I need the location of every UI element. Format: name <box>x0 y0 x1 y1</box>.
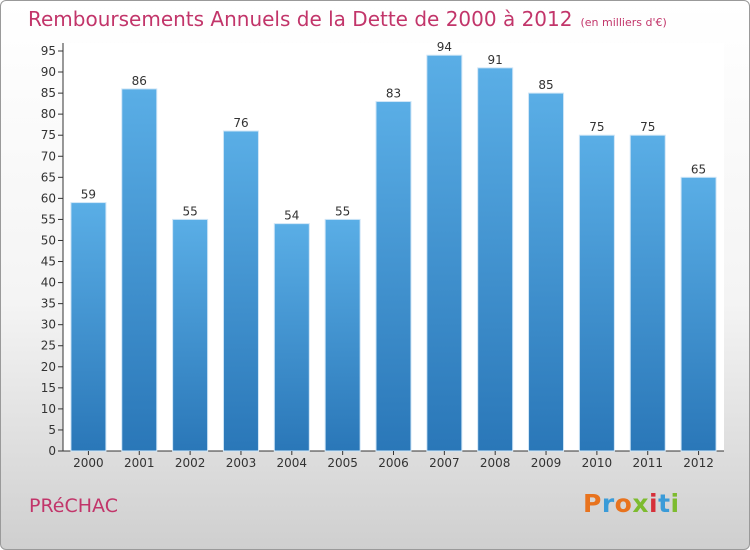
bar <box>121 88 158 452</box>
bar <box>629 134 666 452</box>
data-label: 83 <box>386 87 401 101</box>
bar <box>578 134 615 452</box>
x-tick-label: 2011 <box>632 456 663 470</box>
logo-letter: i <box>670 489 680 518</box>
data-label: 65 <box>691 162 706 176</box>
y-tick-label: 80 <box>41 107 56 121</box>
data-label: 59 <box>81 188 96 202</box>
bar <box>172 218 209 452</box>
data-label: 91 <box>488 53 503 67</box>
chart-title: Remboursements Annuels de la Dette de 20… <box>28 7 667 31</box>
x-tick-label: 2007 <box>429 456 460 470</box>
x-tick-label: 2000 <box>73 456 104 470</box>
x-tick-label: 2002 <box>175 456 206 470</box>
bar <box>426 54 463 452</box>
x-tick-label: 2005 <box>327 456 358 470</box>
y-tick-label: 95 <box>41 44 56 58</box>
x-tick-label: 2010 <box>582 456 613 470</box>
data-label: 55 <box>335 204 350 218</box>
y-tick-label: 15 <box>41 381 56 395</box>
y-tick-label: 10 <box>41 402 56 416</box>
bar <box>70 202 107 452</box>
logo-letter: P <box>583 489 602 518</box>
chart-title-text: Remboursements Annuels de la Dette de 20… <box>28 7 573 31</box>
bar <box>222 130 259 452</box>
bar <box>477 67 514 452</box>
data-label: 85 <box>538 78 553 92</box>
x-tick-label: 2012 <box>683 456 714 470</box>
y-tick-label: 30 <box>41 318 56 332</box>
data-label: 86 <box>132 74 147 88</box>
logo-letter: i <box>649 489 659 518</box>
data-label: 55 <box>182 204 197 218</box>
chart-unit: (en milliers d'€) <box>580 16 667 29</box>
bar <box>324 218 361 452</box>
y-tick-label: 40 <box>41 276 56 290</box>
data-label: 76 <box>233 116 248 130</box>
proxiti-logo: Proxiti <box>583 489 680 518</box>
y-tick-label: 75 <box>41 128 56 142</box>
y-tick-label: 5 <box>48 423 56 437</box>
y-tick-label: 65 <box>41 170 56 184</box>
data-label: 94 <box>437 40 452 54</box>
x-tick-label: 2001 <box>124 456 155 470</box>
y-tick-label: 90 <box>41 65 56 79</box>
logo-letter: x <box>632 489 649 518</box>
bar <box>528 92 565 452</box>
y-tick-label: 55 <box>41 212 56 226</box>
city-name: PRéCHAC <box>29 495 118 517</box>
y-tick-label: 60 <box>41 191 56 205</box>
data-label: 54 <box>284 209 299 223</box>
y-tick-label: 50 <box>41 233 56 247</box>
x-tick-label: 2009 <box>531 456 562 470</box>
logo-letter: r <box>601 489 615 518</box>
y-tick-label: 85 <box>41 86 56 100</box>
y-tick-label: 25 <box>41 339 56 353</box>
bar <box>375 101 412 452</box>
y-tick-label: 0 <box>48 444 56 458</box>
x-tick-label: 2008 <box>480 456 511 470</box>
x-tick-label: 2006 <box>378 456 409 470</box>
y-tick-label: 45 <box>41 255 56 269</box>
bar <box>273 223 310 452</box>
y-tick-label: 35 <box>41 297 56 311</box>
logo-letter: t <box>658 489 671 518</box>
y-tick-label: 70 <box>41 149 56 163</box>
logo-letter: o <box>614 489 633 518</box>
data-label: 75 <box>640 120 655 134</box>
y-tick-label: 20 <box>41 360 56 374</box>
x-tick-label: 2004 <box>277 456 308 470</box>
x-tick-label: 2003 <box>226 456 257 470</box>
bar <box>680 176 717 452</box>
data-label: 75 <box>589 120 604 134</box>
